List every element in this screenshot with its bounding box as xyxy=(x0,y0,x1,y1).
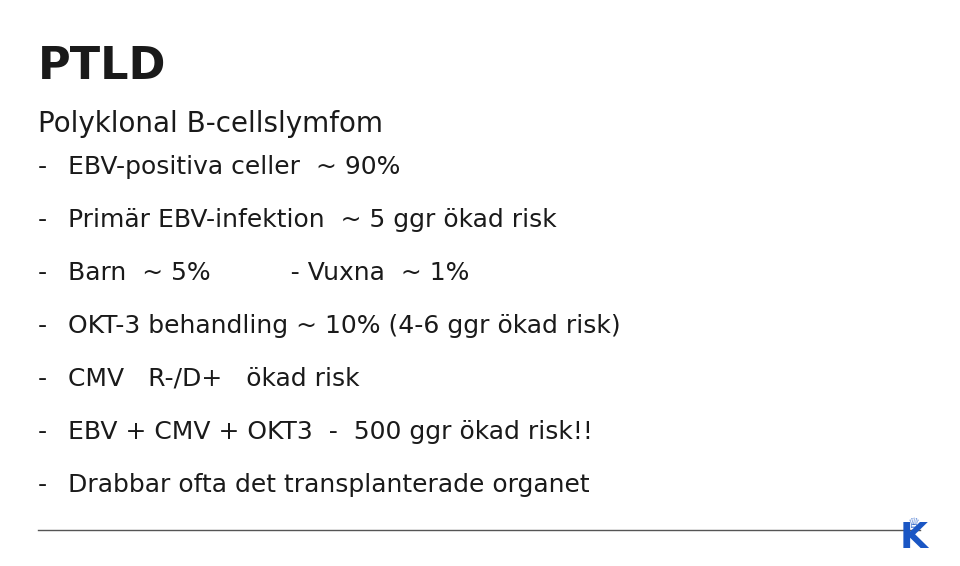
Text: Polyklonal B-cellslymfom: Polyklonal B-cellslymfom xyxy=(38,110,383,138)
Text: Drabbar ofta det transplanterade organet: Drabbar ofta det transplanterade organet xyxy=(68,473,589,497)
Text: -: - xyxy=(38,208,47,232)
Text: -: - xyxy=(38,314,47,338)
Text: CMV   R-/D+   ökad risk: CMV R-/D+ ökad risk xyxy=(68,367,360,391)
Text: ♕: ♕ xyxy=(907,517,920,531)
Text: -: - xyxy=(38,261,47,285)
Text: OKT-3 behandling ~ 10% (4-6 ggr ökad risk): OKT-3 behandling ~ 10% (4-6 ggr ökad ris… xyxy=(68,314,620,338)
Text: K: K xyxy=(900,521,928,555)
Text: PTLD: PTLD xyxy=(38,45,166,88)
Text: -: - xyxy=(38,155,47,179)
Text: Primär EBV-infektion  ~ 5 ggr ökad risk: Primär EBV-infektion ~ 5 ggr ökad risk xyxy=(68,208,557,232)
Text: Barn  ~ 5%          - Vuxna  ~ 1%: Barn ~ 5% - Vuxna ~ 1% xyxy=(68,261,469,285)
Text: -: - xyxy=(38,420,47,444)
Text: -: - xyxy=(38,367,47,391)
Text: EBV-positiva celler  ~ 90%: EBV-positiva celler ~ 90% xyxy=(68,155,400,179)
Text: -: - xyxy=(38,473,47,497)
Text: EBV + CMV + OKT3  -  500 ggr ökad risk!!: EBV + CMV + OKT3 - 500 ggr ökad risk!! xyxy=(68,420,593,444)
